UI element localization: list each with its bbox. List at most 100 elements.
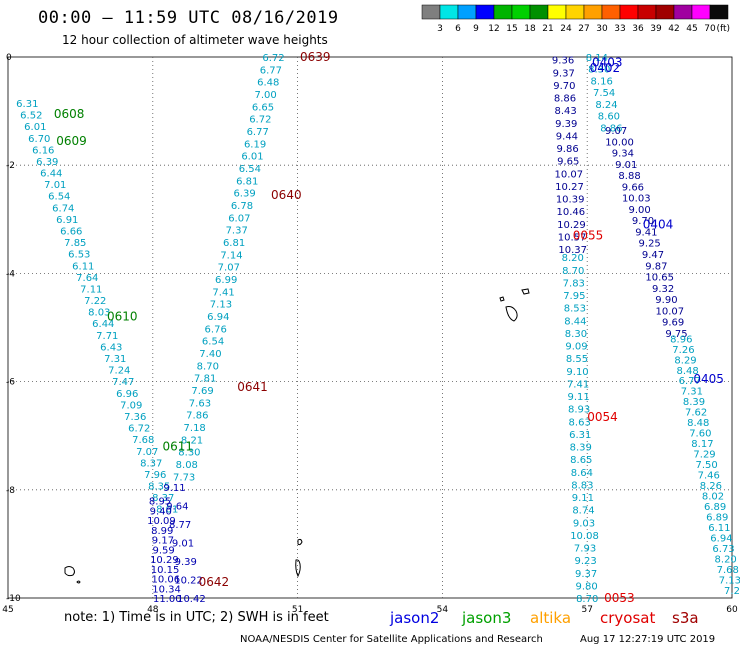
wave-height-value: 8.30	[588, 65, 610, 76]
wave-height-value: 6.94	[710, 533, 732, 544]
wave-height-value: 8.83	[571, 480, 593, 491]
wave-height-value: 9.00	[628, 205, 650, 216]
wave-height-tracks: 6.316.526.016.706.166.396.447.016.546.74…	[16, 53, 740, 605]
wave-height-value: 7.50	[696, 460, 718, 471]
wave-height-value: 9.37	[553, 68, 575, 79]
wave-height-value: 7.54	[593, 88, 615, 99]
wave-height-value: 7.22	[84, 296, 106, 307]
colorbar-swatch	[511, 4, 531, 20]
wave-height-value: 6.43	[100, 342, 122, 353]
wave-height-value: 6.52	[20, 111, 42, 122]
lat-tick-label: -4	[6, 269, 15, 279]
wave-height-value: 7.60	[689, 429, 711, 440]
colorbar-tick-label: 33	[614, 24, 625, 34]
wave-height-value: 8.29	[674, 355, 696, 366]
lat-tick-label: 0	[6, 53, 12, 63]
colorbar-swatch	[529, 4, 549, 20]
wave-height-value: 7.83	[563, 278, 585, 289]
wave-height-value: 8.53	[564, 304, 586, 315]
wave-height-value: 8.20	[562, 253, 584, 264]
colorbar-swatch	[457, 4, 477, 20]
wave-height-value: 8.86	[600, 123, 622, 134]
wave-height-value: 8.26	[700, 481, 722, 492]
wave-height-value: 9.80	[576, 581, 598, 592]
legend-item-jason2: jason2	[390, 609, 440, 627]
wave-height-value: 7.13	[719, 575, 740, 586]
wave-height-value: 8.24	[595, 100, 617, 111]
lon-tick-label: 60	[726, 605, 738, 615]
wave-height-value: 8.48	[687, 418, 709, 429]
wave-height-value: 8.08	[176, 460, 198, 471]
wave-height-value: 6.53	[68, 250, 90, 261]
wave-height-value: 7.14	[220, 250, 242, 261]
pass-time-label: 0639	[300, 50, 331, 64]
lon-tick-label: 54	[437, 605, 449, 615]
wave-height-value: 9.11	[163, 483, 185, 494]
wave-height-value: 8.21	[181, 435, 203, 446]
colorbar-swatch	[493, 4, 513, 20]
lat-lon-grid	[8, 57, 732, 598]
wave-height-value: 9.11	[572, 493, 594, 504]
page-subtitle: 12 hour collection of altimeter wave hei…	[62, 33, 328, 47]
colorbar-tick-label: 42	[668, 24, 679, 34]
wave-height-value: 8.30	[565, 329, 587, 340]
wave-height-value: 7.00	[254, 90, 276, 101]
generated-timestamp: Aug 17 12:27:19 UTC 2019	[580, 634, 716, 645]
island-outline	[505, 306, 518, 322]
colorbar-tick-label: 30	[596, 24, 608, 34]
wave-height-value: 10.06	[152, 575, 181, 586]
wave-height-value: 9.75	[665, 329, 687, 340]
page-title: 00:00 – 11:59 UTC 08/16/2019	[38, 8, 339, 28]
colorbar-swatch	[439, 4, 459, 20]
colorbar-swatch	[673, 4, 693, 20]
wave-height-value: 9.39	[175, 557, 197, 568]
pass-time-label: 0611	[162, 440, 193, 454]
wave-height-value: 7.68	[132, 435, 154, 446]
wave-height-value: 10.00	[605, 137, 634, 148]
wave-height-value: 6.65	[252, 102, 274, 113]
wave-height-value: 9.44	[556, 131, 578, 142]
wave-height-value: 9.10	[566, 367, 588, 378]
wave-height-value: 6.72	[262, 53, 284, 64]
wave-height-value: 9.17	[152, 536, 174, 547]
wave-height-value: 7.37	[226, 226, 248, 237]
wave-height-value: 10.09	[147, 516, 176, 527]
wave-height-value: 8.86	[554, 94, 576, 105]
track-cryosat-dark: 9.369.37 9.70 8.868.43 9.399.44 9.86 9.6510.0…	[552, 56, 587, 256]
wave-height-value: 7.2	[724, 586, 740, 597]
wave-height-value: 10.34	[152, 584, 181, 595]
colorbar-tick-label: 21	[542, 24, 553, 34]
wave-height-value: 6.89	[704, 502, 726, 513]
wave-height-value: 8.65	[570, 455, 592, 466]
wave-height-value: 9.01	[172, 539, 194, 550]
wave-height-value: 6.72	[128, 424, 150, 435]
wave-height-value: 9.47	[642, 250, 664, 261]
wave-height-value: 8.70	[197, 361, 219, 372]
wave-height-value: 10.15	[151, 565, 180, 576]
island-outline	[499, 296, 505, 302]
wave-height-value: 10.39	[556, 195, 585, 206]
wave-height-value: 6.81	[236, 176, 258, 187]
wave-height-value: 7.41	[567, 379, 589, 390]
wave-height-value: 9.37	[575, 569, 597, 580]
colorbar-swatch	[655, 4, 675, 20]
wave-height-value: 7.01	[44, 180, 66, 191]
wave-height-value: 7.69	[191, 386, 213, 397]
wave-height-value: 10.29	[150, 555, 179, 566]
wave-height-value: 10.57	[558, 232, 587, 243]
colorbar-swatch	[547, 4, 567, 20]
colorbar-swatch	[601, 4, 621, 20]
wave-height-value: 8.88	[618, 171, 640, 182]
wave-height-value: 6.76	[205, 324, 227, 335]
wave-height-value: 6.39	[36, 157, 58, 168]
wave-height-value: 9.39	[555, 119, 577, 130]
wave-height-value: 9.07	[605, 126, 627, 137]
wave-height-value: 6.70	[28, 134, 50, 145]
axis-labels: 45 48 51 54 57 60 0 -2 -4 -6 -8 -10	[2, 53, 738, 615]
wave-height-value: 9.64	[166, 502, 188, 513]
wave-height-value: 7.09	[120, 400, 142, 411]
wave-height-value: 7.64	[76, 273, 98, 284]
pass-time-label: 0055	[573, 229, 604, 243]
pass-time-label: 0053	[604, 591, 635, 605]
island-outline	[295, 559, 301, 578]
